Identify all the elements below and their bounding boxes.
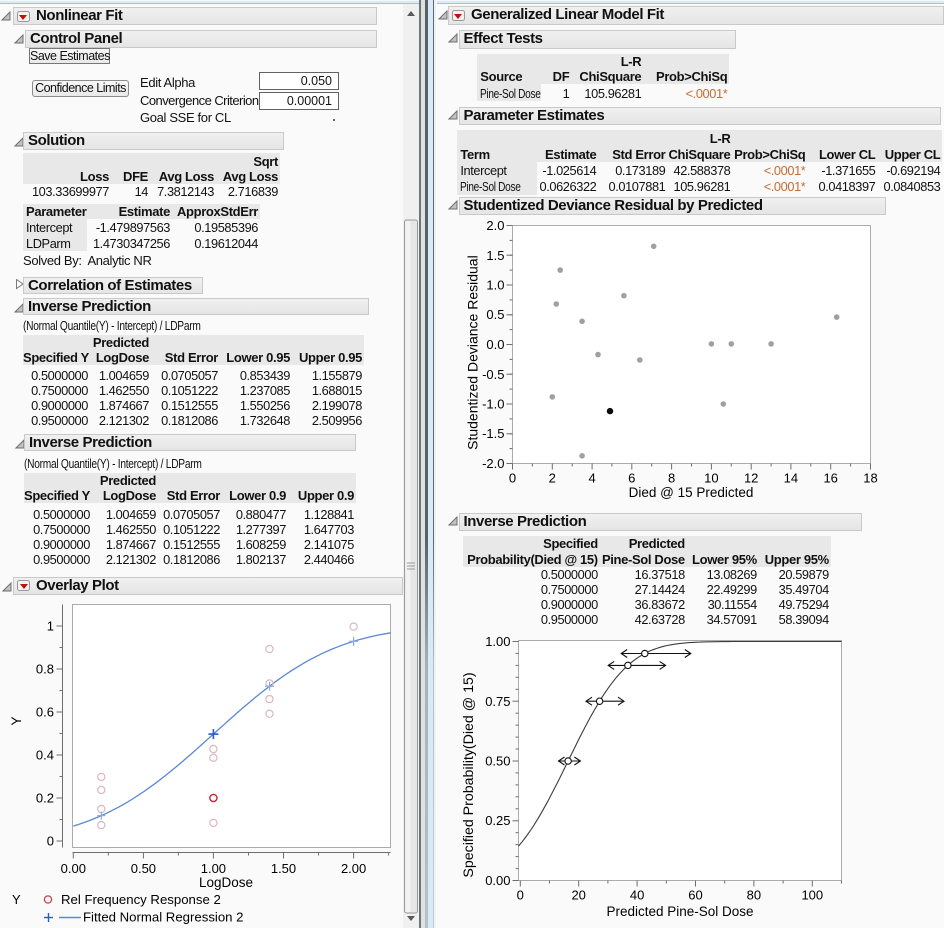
svg-text:1.50: 1.50 bbox=[271, 861, 296, 876]
svg-text:0.6: 0.6 bbox=[36, 705, 54, 720]
svg-text:40: 40 bbox=[630, 888, 644, 903]
svg-text:10: 10 bbox=[704, 471, 718, 486]
svg-text:Y: Y bbox=[9, 716, 24, 725]
svg-text:14: 14 bbox=[784, 471, 798, 486]
svg-text:-2.0: -2.0 bbox=[482, 456, 504, 471]
svg-text:Died @ 15 Predicted: Died @ 15 Predicted bbox=[629, 485, 754, 500]
svg-text:-1.0: -1.0 bbox=[482, 397, 504, 412]
svg-text:0: 0 bbox=[517, 888, 524, 903]
svg-text:60: 60 bbox=[688, 888, 702, 903]
svg-text:20: 20 bbox=[571, 888, 585, 903]
svg-text:0.8: 0.8 bbox=[36, 662, 54, 677]
svg-text:100: 100 bbox=[801, 888, 823, 903]
svg-text:Specified Probability(Died @ 1: Specified Probability(Died @ 15) bbox=[461, 672, 477, 877]
svg-text:8: 8 bbox=[668, 471, 675, 486]
svg-text:0.25: 0.25 bbox=[485, 813, 510, 828]
svg-text:1.5: 1.5 bbox=[486, 248, 504, 263]
svg-text:Predicted Pine-Sol Dose: Predicted Pine-Sol Dose bbox=[606, 904, 753, 919]
svg-text:-1.5: -1.5 bbox=[482, 426, 504, 441]
svg-text:0.4: 0.4 bbox=[36, 748, 54, 763]
svg-text:LogDose: LogDose bbox=[199, 875, 253, 890]
svg-text:1.00: 1.00 bbox=[201, 861, 226, 876]
svg-text:1: 1 bbox=[47, 619, 54, 634]
svg-text:18: 18 bbox=[863, 471, 877, 486]
svg-text:0.0: 0.0 bbox=[486, 337, 504, 352]
svg-text:Y: Y bbox=[12, 892, 21, 907]
svg-text:2.0: 2.0 bbox=[486, 218, 504, 233]
svg-text:Rel Frequency Response 2: Rel Frequency Response 2 bbox=[61, 892, 221, 907]
svg-text:2.00: 2.00 bbox=[341, 861, 366, 876]
svg-text:Studentized Deviance Residual: Studentized Deviance Residual bbox=[464, 255, 480, 450]
svg-text:0.50: 0.50 bbox=[485, 754, 510, 769]
svg-text:0: 0 bbox=[509, 471, 516, 486]
svg-text:Fitted Normal Regression 2: Fitted Normal Regression 2 bbox=[83, 910, 244, 925]
svg-text:12: 12 bbox=[744, 471, 758, 486]
svg-text:80: 80 bbox=[747, 888, 761, 903]
svg-text:-0.5: -0.5 bbox=[482, 367, 504, 382]
svg-text:0.5: 0.5 bbox=[486, 307, 504, 322]
svg-text:1.0: 1.0 bbox=[486, 278, 504, 293]
svg-text:0: 0 bbox=[47, 834, 54, 849]
svg-text:1.00: 1.00 bbox=[485, 634, 510, 649]
svg-text:0.50: 0.50 bbox=[131, 861, 156, 876]
svg-text:2: 2 bbox=[549, 471, 556, 486]
svg-text:6: 6 bbox=[628, 471, 635, 486]
svg-text:0.00: 0.00 bbox=[61, 861, 86, 876]
svg-text:0.2: 0.2 bbox=[36, 791, 54, 806]
svg-text:16: 16 bbox=[823, 471, 837, 486]
svg-text:0.00: 0.00 bbox=[485, 873, 510, 888]
svg-text:0.75: 0.75 bbox=[485, 694, 510, 709]
svg-text:4: 4 bbox=[588, 471, 595, 486]
